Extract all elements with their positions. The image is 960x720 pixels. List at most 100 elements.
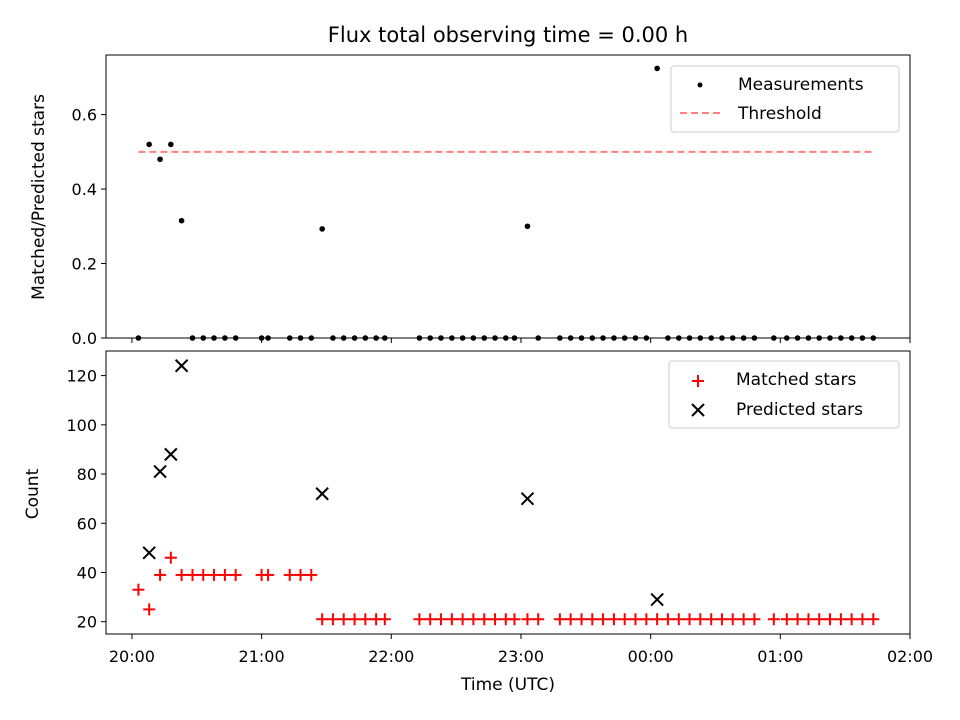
- measurement-point: [319, 226, 325, 232]
- legend-measurements-marker: [697, 82, 703, 88]
- matched-star-point: [359, 613, 372, 626]
- top-panel: Flux total observing time = 0.00 h Match…: [29, 23, 911, 348]
- legend-predicted-marker: [691, 403, 705, 417]
- predicted-star-point: [142, 546, 156, 560]
- bottom-ytick-label: 60: [77, 514, 97, 533]
- matched-star-point: [564, 613, 577, 626]
- matched-star-point: [262, 568, 275, 581]
- matched-star-point: [737, 613, 750, 626]
- xtick-label: 01:00: [757, 647, 803, 666]
- matched-star-point: [672, 613, 685, 626]
- matched-star-point: [132, 583, 145, 596]
- top-y-ticks: 0.0 0.2 0.4 0.6: [72, 106, 106, 348]
- top-axes-frame: [105, 54, 911, 339]
- xtick-label: 22:00: [368, 647, 414, 666]
- matched-star-point: [823, 613, 836, 626]
- matched-star-point: [489, 613, 502, 626]
- predicted-star-point: [315, 487, 329, 501]
- matched-star-point: [867, 613, 880, 626]
- top-ytick-label: 0.6: [72, 106, 97, 125]
- matched-star-point: [629, 613, 642, 626]
- bottom-ytick-label: 20: [77, 613, 97, 632]
- matched-star-point: [748, 613, 761, 626]
- xtick-label: 00:00: [628, 647, 674, 666]
- matched-star-point: [607, 613, 620, 626]
- bottom-ytick-label: 120: [66, 367, 97, 386]
- matched-star-point: [445, 613, 458, 626]
- matched-star-point: [694, 613, 707, 626]
- x-axis-label: Time (UTC): [460, 675, 555, 695]
- matched-star-point: [553, 613, 566, 626]
- matched-star-point: [791, 613, 804, 626]
- matched-star-point: [618, 613, 631, 626]
- legend-predicted-label: Predicted stars: [736, 400, 863, 420]
- xtick-label: 23:00: [498, 647, 544, 666]
- matched-star-point: [337, 613, 350, 626]
- top-legend-box: [670, 65, 900, 133]
- matched-star-point: [683, 613, 696, 626]
- matched-star-point: [802, 613, 815, 626]
- matched-star-point: [326, 613, 339, 626]
- matched-star-point: [175, 568, 188, 581]
- bottom-ytick-label: 80: [77, 465, 97, 484]
- matched-star-point: [780, 613, 793, 626]
- top-ytick-label: 0.4: [72, 180, 97, 199]
- matched-star-point: [154, 568, 167, 581]
- bottom-legend: Matched stars Predicted stars: [668, 360, 900, 429]
- bottom-legend-box: [668, 360, 900, 429]
- xtick-label: 20:00: [109, 647, 155, 666]
- matched-star-point: [143, 603, 156, 616]
- bottom-ytick-label: 100: [66, 416, 97, 435]
- matched-star-point: [845, 613, 858, 626]
- bottom-x-ticks: 20:00 21:00 22:00 23:00 00:00 01:00 02:00: [109, 634, 933, 666]
- matched-star-point: [467, 613, 480, 626]
- matched-star-point: [767, 613, 780, 626]
- top-legend: Measurements Threshold: [670, 65, 900, 133]
- predicted-star-point: [520, 491, 535, 506]
- top-ytick-label: 0.2: [72, 255, 97, 274]
- matched-star-point: [348, 613, 361, 626]
- matched-star-point: [834, 613, 847, 626]
- predicted-star-point: [174, 359, 189, 373]
- matched-star-point: [597, 613, 610, 626]
- matched-star-point: [218, 568, 231, 581]
- matched-star-point: [413, 613, 426, 626]
- matched-star-point: [305, 568, 318, 581]
- matched-star-point: [164, 551, 177, 564]
- measurement-point: [178, 217, 185, 224]
- xtick-label: 21:00: [239, 647, 285, 666]
- measurement-point: [654, 65, 660, 72]
- bottom-panel: Count Time (UTC) 20 40 60 80 100 120 20:00 21:…: [23, 350, 933, 695]
- measurement-point: [524, 223, 531, 230]
- matched-star-point: [229, 568, 242, 581]
- matched-star-point: [316, 613, 329, 626]
- top-ytick-label: 0.0: [72, 329, 97, 348]
- matched-star-point: [640, 613, 653, 626]
- matched-star-point: [478, 613, 491, 626]
- bottom-y-axis-label: Count: [23, 468, 43, 519]
- bottom-axes-frame: [105, 350, 911, 635]
- legend-matched-marker: [692, 375, 704, 387]
- bottom-y-ticks: 20 40 60 80 100 120: [66, 367, 106, 632]
- matched-star-point: [378, 613, 391, 626]
- top-x-ticks: [131, 338, 911, 343]
- bottom-ytick-label: 40: [77, 563, 97, 582]
- matched-star-point: [813, 613, 826, 626]
- legend-measurements-label: Measurements: [738, 75, 864, 95]
- chart-title: Flux total observing time = 0.00 h: [328, 23, 688, 47]
- xtick-label: 02:00: [887, 647, 933, 666]
- top-y-axis-label: Matched/Predicted stars: [29, 94, 49, 300]
- matched-star-point: [651, 613, 664, 626]
- measurement-point: [157, 156, 163, 163]
- matched-star-point: [424, 613, 437, 626]
- matched-star-point: [586, 613, 599, 626]
- matched-star-point: [283, 568, 296, 581]
- matched-star-point: [456, 613, 469, 626]
- matched-star-point: [532, 613, 545, 626]
- matched-star-point: [186, 568, 199, 581]
- matched-star-point: [508, 613, 521, 626]
- legend-matched-label: Matched stars: [736, 370, 856, 390]
- predicted-star-point: [650, 592, 664, 607]
- matched-star-point: [208, 568, 221, 581]
